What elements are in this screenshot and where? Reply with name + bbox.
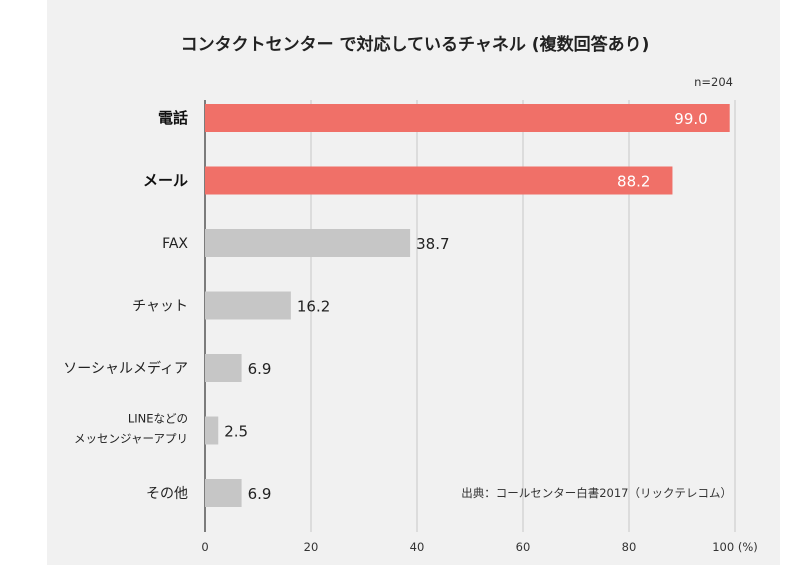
bar — [205, 229, 411, 257]
bar — [205, 479, 242, 507]
chart-panel — [47, 0, 780, 565]
chart-title: コンタクトセンター で対応しているチャネル (複数回答あり) — [181, 34, 650, 55]
category-label: ソーシャルメディア — [63, 360, 188, 377]
x-axis-ticks: 0 20 40 60 80 100 (%) — [201, 540, 757, 554]
bar — [205, 291, 291, 320]
category-label: FAX — [162, 236, 188, 252]
data-label: 6.9 — [248, 360, 272, 378]
x-tick-label: 0 — [201, 540, 208, 554]
x-tick-label: 80 — [622, 540, 637, 554]
bar — [205, 354, 242, 382]
category-label: メッセンジャーアプリ — [74, 432, 188, 446]
data-label: 6.9 — [248, 485, 272, 503]
bar — [205, 416, 219, 445]
data-label: 88.2 — [617, 173, 650, 191]
data-label: 16.2 — [297, 298, 330, 316]
category-label: チャット — [132, 299, 188, 315]
sample-size-note: n=204 — [694, 75, 733, 89]
data-label: 99.0 — [674, 110, 707, 128]
category-label: LINEなどの — [128, 412, 188, 426]
x-tick-label: 60 — [516, 540, 531, 554]
bars: 99.0 88.2 38.7 16.2 6.9 2.5 6.9 — [205, 104, 730, 507]
category-label: その他 — [146, 486, 188, 502]
x-tick-label: 40 — [410, 540, 425, 554]
data-label: 2.5 — [224, 423, 248, 441]
x-tick-label: 20 — [304, 540, 319, 554]
bar — [205, 104, 730, 132]
bar — [205, 166, 673, 195]
x-tick-label: 100 (%) — [712, 540, 758, 554]
data-label: 38.7 — [416, 235, 449, 253]
category-label: メール — [143, 172, 188, 190]
source-note: 出典：コールセンター白書2017（リックテレコム） — [461, 486, 732, 500]
category-label: 電話 — [158, 109, 188, 127]
